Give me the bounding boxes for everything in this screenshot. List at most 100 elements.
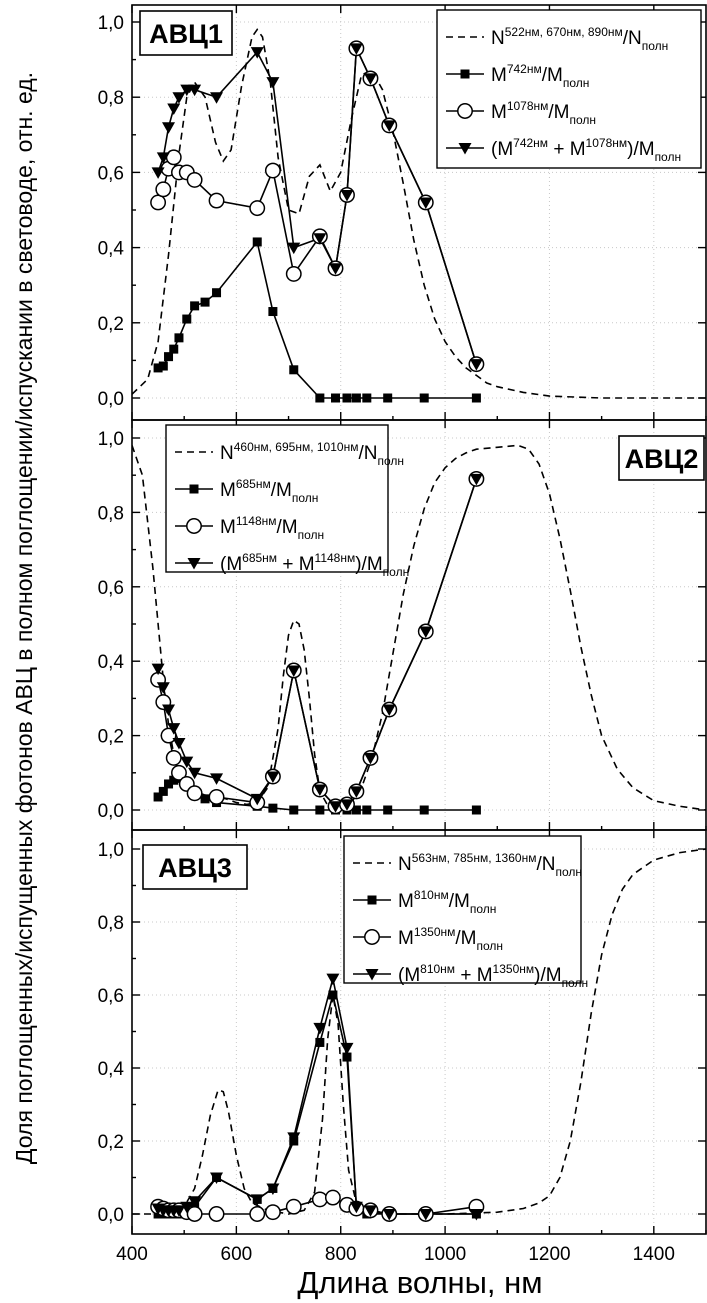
triangle-marker [329, 263, 343, 275]
legend-label-main: N [491, 28, 505, 49]
legend-box [436, 9, 702, 169]
legend-label-text: + M [548, 139, 585, 160]
square-marker [342, 393, 352, 403]
legend-box [165, 424, 389, 573]
triangle-marker [363, 1205, 377, 1217]
circle-marker [171, 764, 187, 781]
legend-label-subscript: полн [563, 76, 590, 90]
legend-label: M742нм/Mполн [491, 62, 589, 90]
legend-label: (M685нм + M1148нм)/Mполн [220, 551, 409, 579]
series-line-dashed [132, 28, 706, 399]
legend-label-subscript: полн [292, 491, 319, 505]
triangle-marker [313, 1022, 327, 1035]
triangle-marker [287, 665, 301, 677]
legend-label-main: M [398, 891, 414, 912]
triangle-marker [180, 756, 194, 769]
legend-label-text: )/M [534, 965, 561, 986]
legend: N460нм, 695нм, 1010нм/NполнM685нм/MполнM… [165, 424, 409, 579]
legend-label-subscript: полн [470, 902, 497, 916]
x-axis-label: Длина волны, нм [297, 1265, 542, 1300]
square-marker [189, 484, 199, 494]
legend-label-text: /M [455, 928, 476, 949]
square-marker [367, 895, 377, 905]
triangle-marker [287, 1132, 301, 1144]
circle-marker [160, 727, 177, 744]
legend-label-subscript: полн [383, 565, 410, 579]
x-tick-label: 600 [221, 1244, 253, 1265]
panel-badge-box [142, 844, 248, 890]
legend-label: M1148нм/Mполн [220, 514, 324, 542]
circle-marker [186, 518, 202, 534]
legend-label-superscript: 460нм, 695нм, 1010нм [234, 440, 359, 454]
square-marker [190, 301, 200, 311]
legend-label-main: (M [398, 965, 420, 986]
triangle-marker [172, 738, 186, 750]
triangle-marker [162, 704, 176, 717]
square-marker [362, 393, 372, 403]
series-line-square [157, 240, 477, 399]
legend-label: M1078нм/Mполн [491, 99, 596, 127]
y-tick-label: 0,4 [98, 652, 125, 673]
square-marker [174, 333, 184, 343]
x-tick-label: 400 [116, 1244, 148, 1265]
y-tick-label: 0,6 [98, 986, 124, 1007]
triangle-marker [340, 1042, 354, 1055]
square-marker [419, 805, 429, 815]
legend-label-main: M [491, 102, 507, 123]
y-tick-label: 0,8 [98, 88, 124, 109]
legend-label-text: )/M [627, 139, 654, 160]
legend-label-text: /M [548, 102, 569, 123]
legend-label: M1350нм/Mполн [398, 925, 503, 953]
y-tick-label: 0,6 [98, 578, 124, 599]
triangle-marker [326, 973, 340, 986]
triangle-marker [382, 1209, 396, 1221]
triangle-marker [266, 77, 280, 89]
circle-marker [186, 1206, 203, 1222]
legend-label: N522нм, 670нм, 890нм/Nполн [491, 25, 668, 53]
legend-label-main: N [398, 854, 412, 875]
legend-label-subscript: полн [642, 39, 669, 53]
square-marker [153, 363, 163, 373]
square-marker [268, 803, 278, 813]
y-tick-label: 0,2 [98, 314, 124, 335]
square-marker [164, 779, 174, 789]
legend-label-main: (M [220, 554, 242, 575]
triangle-marker [210, 773, 224, 785]
legend-label: (M810нм + M1350нм)/Mполн [398, 962, 588, 990]
legend-box [343, 835, 582, 984]
triangle-marker [210, 92, 224, 104]
legend-label-superscript: 742нм [513, 136, 548, 150]
y-tick-label: 0,4 [98, 1059, 125, 1080]
circle-marker [249, 200, 266, 217]
legend-label-main: (M [491, 139, 513, 160]
circle-marker [285, 265, 302, 282]
circle-marker [285, 1198, 302, 1215]
legend-label-subscript: полн [655, 150, 682, 164]
square-marker [164, 352, 174, 362]
square-marker [362, 805, 372, 815]
legend-label-superscript: 1078нм [507, 99, 549, 113]
y-tick-label: 0,0 [98, 801, 124, 822]
panel-frame [131, 829, 707, 1235]
triangle-marker [156, 682, 170, 694]
legend-label-superscript: 810нм [414, 888, 449, 902]
square-marker [342, 1052, 352, 1062]
legend-label-superscript: 522нм, 670нм, 890нм [505, 25, 623, 39]
x-tick-label: 1400 [633, 1244, 675, 1265]
circle-marker [311, 1191, 328, 1208]
legend-label-text: /M [542, 65, 563, 86]
legend-label-superscript: 742нм [507, 62, 542, 76]
legend-label-main: N [220, 443, 234, 464]
triangle-marker [363, 73, 377, 85]
circle-marker [165, 149, 182, 166]
legend-label-superscript: 1350нм [414, 925, 456, 939]
triangle-marker [172, 92, 186, 104]
legend-label-subscript: полн [562, 976, 589, 990]
panel-badge-label: АВЦ1 [149, 19, 223, 49]
triangle-marker [187, 558, 201, 570]
series-line-triangle [157, 978, 477, 1215]
triangle-marker [419, 197, 433, 209]
legend-label-main: M [220, 517, 236, 538]
legend: N522нм, 670нм, 890нм/NполнM742нм/MполнM1… [436, 9, 702, 169]
